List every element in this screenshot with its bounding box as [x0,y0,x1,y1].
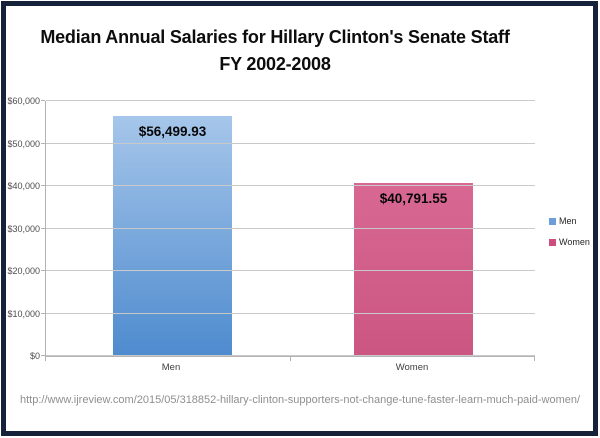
gridline [46,227,535,229]
y-axis-tick-mark [41,227,45,229]
y-axis-tick-mark [41,142,45,144]
legend-swatch-men-icon [549,217,556,225]
y-axis-tick-label: $30,000 [7,223,40,234]
legend-label-men: Men [559,216,577,226]
plot-area: $56,499.93 $40,791.55 [41,100,535,361]
x-axis-tick-mark [289,357,291,361]
y-axis-tick-label: $40,000 [7,181,40,192]
gridline [46,312,535,314]
legend-swatch-women-icon [549,238,556,246]
y-axis-tick-label: $0 [29,351,40,361]
y-axis-labels: $0 $10,000 $20,000 $30,000 $40,000 $50,000 $60… [0,96,40,361]
x-axis-tick-mark [534,357,535,361]
y-axis-tick-mark [41,355,45,356]
gridline [46,100,535,101]
y-axis-tick-mark [41,185,45,186]
bar-women-value-label: $40,791.55 [379,190,448,206]
bar-women: $40,791.55 [354,182,473,356]
chart-title-line2: FY 2002-2008 [219,54,331,74]
y-axis-tick-mark [41,270,45,271]
y-axis-tick-label: $60,000 [7,96,40,106]
legend-item-men: Men [549,216,590,226]
y-axis-tick-label: $10,000 [7,308,40,319]
y-axis-tick-mark [41,100,45,101]
legend: Men Women [549,216,590,247]
chart-title: Median Annual Salaries for Hillary Clint… [8,24,542,78]
y-axis-tick-label: $50,000 [7,138,40,149]
x-axis-tick-mark [45,357,46,361]
gridline [46,185,535,186]
bar-men-value-label: $56,499.93 [138,123,207,139]
bar-men: $56,499.93 [113,115,232,356]
y-axis-tick-mark [41,312,45,314]
legend-label-women: Women [559,237,590,247]
gridline [46,355,535,356]
legend-item-women: Women [549,237,590,247]
y-axis-tick-label: $20,000 [7,266,40,277]
source-url: http://www.ijreview.com/2015/05/318852-h… [20,394,581,406]
gridline [46,270,535,271]
x-axis-label-men: Men [161,362,181,373]
gridline [46,142,535,144]
x-axis-label-women: Women [395,362,429,373]
chart-title-line1: Median Annual Salaries for Hillary Clint… [40,27,510,47]
